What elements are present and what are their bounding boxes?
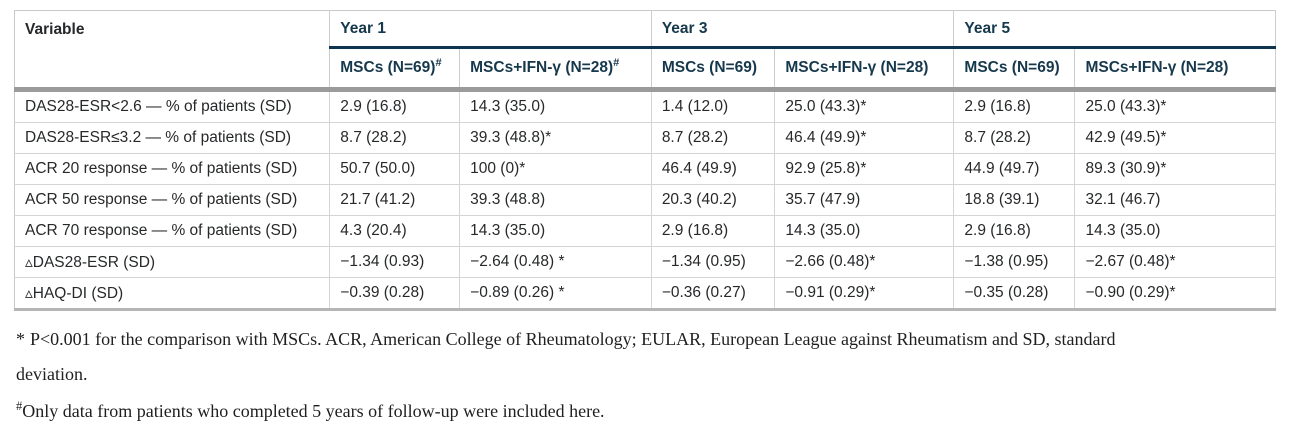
cell: 20.3 (40.2) [651, 184, 776, 216]
cell: 2.9 (16.8) [953, 215, 1076, 247]
cell: −1.34 (0.93) [329, 246, 461, 278]
footnote-text: P<0.001 for the comparison with MSCs. AC… [16, 329, 1116, 384]
row-label: ACR 20 response — % of patients (SD) [14, 153, 331, 185]
row-label: ACR 50 response — % of patients (SD) [14, 184, 331, 216]
cell: −0.36 (0.27) [651, 277, 776, 310]
cell: 2.9 (16.8) [651, 215, 776, 247]
cell: 35.7 (47.9) [774, 184, 955, 216]
cell: 14.3 (35.0) [459, 89, 652, 123]
footnote-significance: * P<0.001 for the comparison with MSCs. A… [16, 322, 1156, 392]
column-header-y1-mscs-ifn: MSCs+IFN-γ (N=28)# [459, 47, 652, 90]
column-header-y5-mscs-ifn: MSCs+IFN-γ (N=28) [1074, 47, 1276, 90]
cell: 50.7 (50.0) [329, 153, 461, 185]
cell: 2.9 (16.8) [329, 89, 461, 123]
cell: 14.3 (35.0) [459, 215, 652, 247]
table-row: DAS28-ESR<2.6 — % of patients (SD) 2.9 (… [14, 89, 1276, 123]
cell: 92.9 (25.8)* [774, 153, 955, 185]
cell: −0.91 (0.29)* [774, 277, 955, 310]
row-label: ▵DAS28-ESR (SD) [14, 246, 331, 278]
row-label: ACR 70 response — % of patients (SD) [14, 215, 331, 247]
cell: 8.7 (28.2) [953, 122, 1076, 154]
cell: 25.0 (43.3)* [1074, 89, 1276, 123]
column-header-label: MSCs (N=69) [661, 59, 757, 76]
cell: 32.1 (46.7) [1074, 184, 1276, 216]
table-row: ACR 70 response — % of patients (SD) 4.3… [14, 215, 1276, 247]
cell: 8.7 (28.2) [329, 122, 461, 154]
table-body: DAS28-ESR<2.6 — % of patients (SD) 2.9 (… [14, 89, 1276, 310]
column-header-label: MSCs+IFN-γ (N=28) [785, 59, 929, 76]
asterisk-footnote-mark: * [16, 329, 25, 349]
cell: −2.64 (0.48) * [459, 246, 652, 278]
column-header-label: MSCs (N=69) [964, 59, 1060, 76]
cell: −2.66 (0.48)* [774, 246, 955, 278]
cell: 42.9 (49.5)* [1074, 122, 1276, 154]
cell: 4.3 (20.4) [329, 215, 461, 247]
row-label: DAS28-ESR≤3.2 — % of patients (SD) [14, 122, 331, 154]
column-header-y3-mscs: MSCs (N=69) [651, 47, 776, 90]
cell: −1.38 (0.95) [953, 246, 1076, 278]
cell: 14.3 (35.0) [774, 215, 955, 247]
cell: 25.0 (43.3)* [774, 89, 955, 123]
cell: 14.3 (35.0) [1074, 215, 1276, 247]
row-label: ▵HAQ-DI (SD) [14, 277, 331, 310]
cell: 44.9 (49.7) [953, 153, 1076, 185]
cell: −0.39 (0.28) [329, 277, 461, 310]
year-group-header-year3: Year 3 [651, 10, 955, 49]
hash-footnote-mark: # [613, 56, 620, 69]
cell: 100 (0)* [459, 153, 652, 185]
cell: 39.3 (48.8)* [459, 122, 652, 154]
results-table: Variable Year 1 Year 3 Year 5 MSCs (N=69… [14, 10, 1276, 311]
table-row: ▵DAS28-ESR (SD) −1.34 (0.93) −2.64 (0.48… [14, 246, 1276, 278]
table-row: ▵HAQ-DI (SD) −0.39 (0.28) −0.89 (0.26) *… [14, 277, 1276, 310]
cell: 46.4 (49.9)* [774, 122, 955, 154]
column-header-label: MSCs+IFN-γ (N=28) [470, 59, 614, 76]
column-header-y1-mscs: MSCs (N=69)# [329, 47, 461, 90]
cell: 39.3 (48.8) [459, 184, 652, 216]
row-label: DAS28-ESR<2.6 — % of patients (SD) [14, 89, 331, 123]
year-group-header-year5: Year 5 [953, 10, 1276, 49]
year-header-row: Variable Year 1 Year 3 Year 5 [14, 10, 1276, 90]
column-header-label: MSCs (N=69) [340, 59, 436, 76]
footnote-text: Only data from patients who completed 5 … [22, 401, 605, 421]
treatment-header-row: MSCs (N=69)# MSCs+IFN-γ (N=28)# MSCs (N=… [15, 47, 1276, 90]
cell: 18.8 (39.1) [953, 184, 1076, 216]
column-header-y3-mscs-ifn: MSCs+IFN-γ (N=28) [774, 47, 955, 90]
cell: −2.67 (0.48)* [1074, 246, 1276, 278]
hash-footnote-mark: # [435, 56, 442, 69]
year-group-header-year1: Year 1 [329, 10, 652, 49]
cell: 21.7 (41.2) [329, 184, 461, 216]
column-header-y5-mscs: MSCs (N=69) [953, 47, 1076, 90]
table-row: ACR 50 response — % of patients (SD) 21.… [14, 184, 1276, 216]
cell: 46.4 (49.9) [651, 153, 776, 185]
hash-footnote-mark: # [16, 399, 23, 413]
cell: 2.9 (16.8) [953, 89, 1076, 123]
table-header: Variable Year 1 Year 3 Year 5 MSCs (N=69… [14, 10, 1276, 90]
table-footnotes: * P<0.001 for the comparison with MSCs. A… [16, 322, 1156, 425]
cell: −0.89 (0.26) * [459, 277, 652, 310]
cell: 8.7 (28.2) [651, 122, 776, 154]
table-row: ACR 20 response — % of patients (SD) 50.… [14, 153, 1276, 185]
table-row: DAS28-ESR≤3.2 — % of patients (SD) 8.7 (… [14, 122, 1276, 154]
cell: −0.35 (0.28) [953, 277, 1076, 310]
cell: −0.90 (0.29)* [1074, 277, 1276, 310]
cell: −1.34 (0.95) [651, 246, 776, 278]
column-header-label: MSCs+IFN-γ (N=28) [1085, 59, 1229, 76]
cell: 89.3 (30.9)* [1074, 153, 1276, 185]
column-header-variable: Variable [14, 10, 331, 90]
cell: 1.4 (12.0) [651, 89, 776, 123]
footnote-follow-up: #Only data from patients who completed 5… [16, 392, 1156, 425]
